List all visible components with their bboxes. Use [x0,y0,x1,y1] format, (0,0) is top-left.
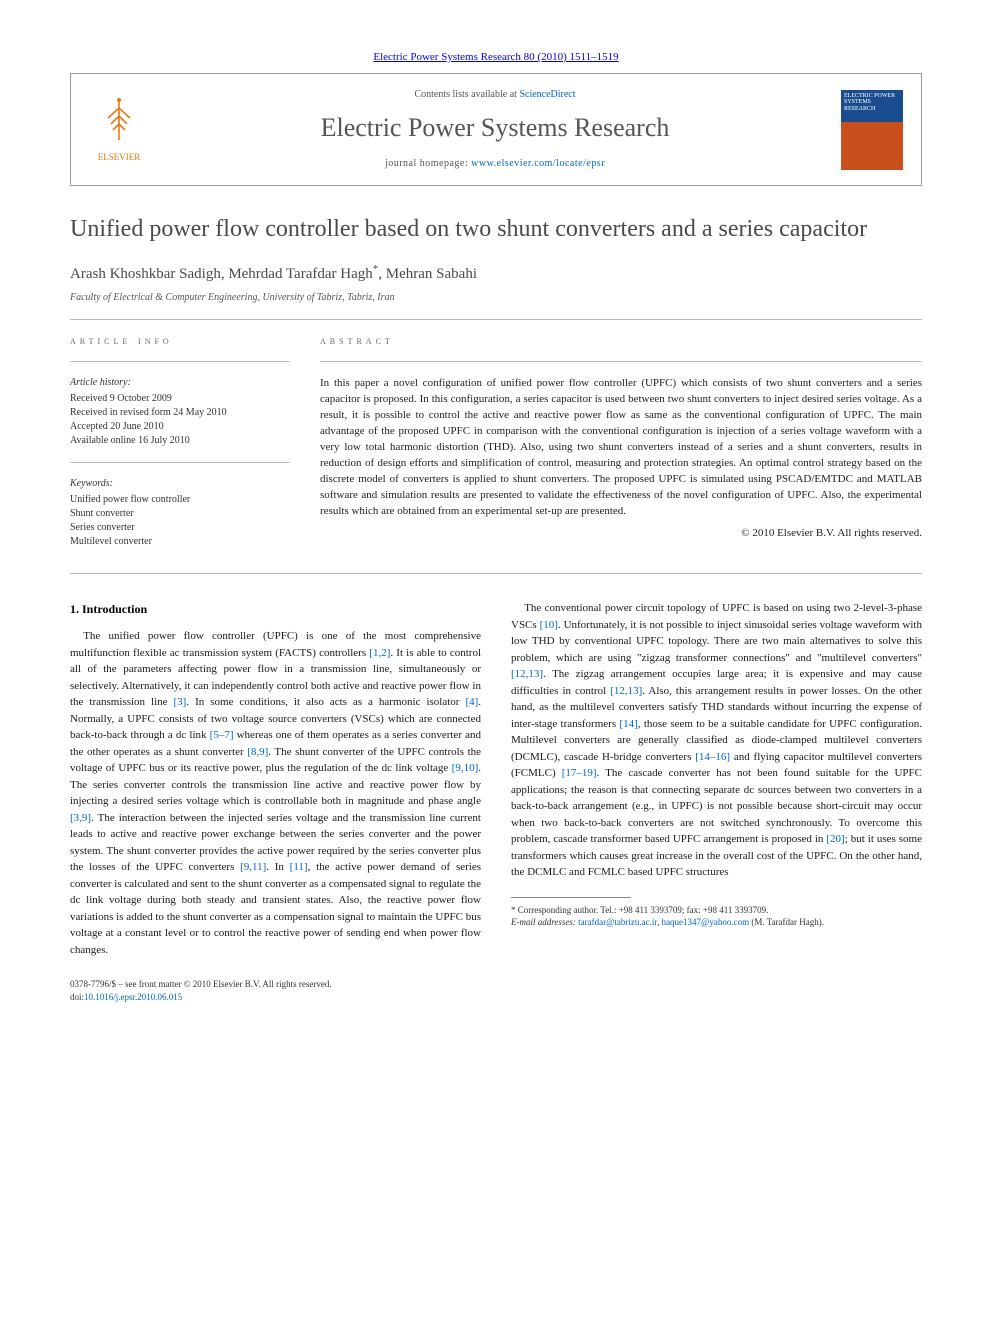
divider [70,361,290,362]
footer-copyright: 0378-7796/$ – see front matter © 2010 El… [70,978,922,991]
sciencedirect-link[interactable]: ScienceDirect [519,89,575,100]
keyword: Series converter [70,521,290,535]
email-label: E-mail addresses: [511,917,576,927]
article-title: Unified power flow controller based on t… [70,214,922,244]
citation-link[interactable]: [17–19] [562,767,597,779]
citation-link[interactable]: [8,9] [247,746,268,758]
citation-link[interactable]: [9,10] [452,762,479,774]
body-text: . In some conditions, it also acts as a … [186,696,465,708]
divider [320,361,922,362]
history-revised: Received in revised form 24 May 2010 [70,406,290,420]
journal-reference: Electric Power Systems Research 80 (2010… [70,50,922,65]
contents-line: Contents lists available at ScienceDirec… [167,88,823,102]
homepage-link[interactable]: www.elsevier.com/locate/epsr [471,158,605,169]
authors-post: , Mehran Sabahi [378,266,477,282]
citation-link[interactable]: [5–7] [210,729,234,741]
citation-link[interactable]: [4] [465,696,478,708]
elsevier-tree-icon [98,96,140,151]
section-heading-introduction: 1. Introduction [70,600,481,618]
email-link[interactable]: tarafdar@tabrizu.ac.ir [578,917,657,927]
corresponding-footnote: * Corresponding author. Tel.: +98 411 33… [511,904,922,917]
article-info-column: article info Article history: Received 9… [70,334,290,563]
affiliation: Faculty of Electrical & Computer Enginee… [70,291,922,305]
abstract-text: In this paper a novel configuration of u… [320,376,922,519]
keyword: Multilevel converter [70,535,290,549]
keyword: Shunt converter [70,507,290,521]
citation-link[interactable]: [11] [290,861,308,873]
citation-link[interactable]: [3,9] [70,812,91,824]
citation-link[interactable]: [12,13] [511,668,543,680]
keywords-block: Keywords: Unified power flow controller … [70,477,290,549]
email-suffix: (M. Tarafdar Hagh). [749,917,824,927]
history-online: Available online 16 July 2010 [70,434,290,448]
authors-line: Arash Khoshkbar Sadigh, Mehrdad Tarafdar… [70,262,922,285]
citation-link[interactable]: [14–16] [695,751,730,763]
history-received: Received 9 October 2009 [70,392,290,406]
body-paragraph: The unified power flow controller (UPFC)… [70,628,481,958]
footer-doi-line: doi:10.1016/j.epsr.2010.06.015 [70,991,922,1004]
info-abstract-row: article info Article history: Received 9… [70,334,922,563]
doi-link[interactable]: 10.1016/j.epsr.2010.06.015 [84,992,182,1002]
footnote-block: * Corresponding author. Tel.: +98 411 33… [511,897,922,929]
citation-link[interactable]: [9,11] [240,861,266,873]
abstract-copyright: © 2010 Elsevier B.V. All rights reserved… [320,526,922,541]
citation-link[interactable]: [10] [540,619,558,631]
article-info-heading: article info [70,334,290,349]
body-text: . In [266,861,289,873]
body-text: . Unfortunately, it is not possible to i… [511,619,922,664]
homepage-line: journal homepage: www.elsevier.com/locat… [167,157,823,171]
divider [70,573,922,574]
body-paragraph: The conventional power circuit topology … [511,600,922,881]
history-accepted: Accepted 20 June 2010 [70,420,290,434]
citation-link[interactable]: [12,13] [610,685,642,697]
journal-cover-thumbnail: ELECTRIC POWER SYSTEMS RESEARCH [841,90,903,170]
elsevier-label: ELSEVIER [98,151,141,164]
footnote-rule [511,897,631,898]
divider [70,462,290,463]
article-history-block: Article history: Received 9 October 2009… [70,376,290,448]
header-center: Contents lists available at ScienceDirec… [167,88,823,170]
cover-title: ELECTRIC POWER SYSTEMS RESEARCH [844,93,900,113]
body-text: , the active power demand of series conv… [70,861,481,956]
email-footnote: E-mail addresses: tarafdar@tabrizu.ac.ir… [511,916,922,929]
authors-pre: Arash Khoshkbar Sadigh, Mehrdad Tarafdar… [70,266,373,282]
abstract-column: abstract In this paper a novel configura… [320,334,922,563]
page-footer: 0378-7796/$ – see front matter © 2010 El… [70,978,922,1003]
citation-link[interactable]: [20] [826,833,844,845]
elsevier-logo: ELSEVIER [89,95,149,165]
citation-link[interactable]: [14] [619,718,637,730]
history-label: Article history: [70,376,290,390]
journal-ref-link[interactable]: Electric Power Systems Research 80 (2010… [373,51,618,63]
divider [70,319,922,320]
citation-link[interactable]: [3] [174,696,187,708]
doi-prefix: doi: [70,992,84,1002]
body-two-column: 1. Introduction The unified power flow c… [70,600,922,958]
homepage-prefix: journal homepage: [385,158,471,169]
keyword: Unified power flow controller [70,493,290,507]
keywords-label: Keywords: [70,477,290,491]
journal-name: Electric Power Systems Research [167,110,823,146]
citation-link[interactable]: [1,2] [369,647,390,659]
page-container: Electric Power Systems Research 80 (2010… [0,0,992,1043]
journal-header-box: ELSEVIER Contents lists available at Sci… [70,73,922,185]
email-link[interactable]: haque1347@yahoo.com [662,917,750,927]
contents-prefix: Contents lists available at [414,89,519,100]
abstract-heading: abstract [320,334,922,349]
